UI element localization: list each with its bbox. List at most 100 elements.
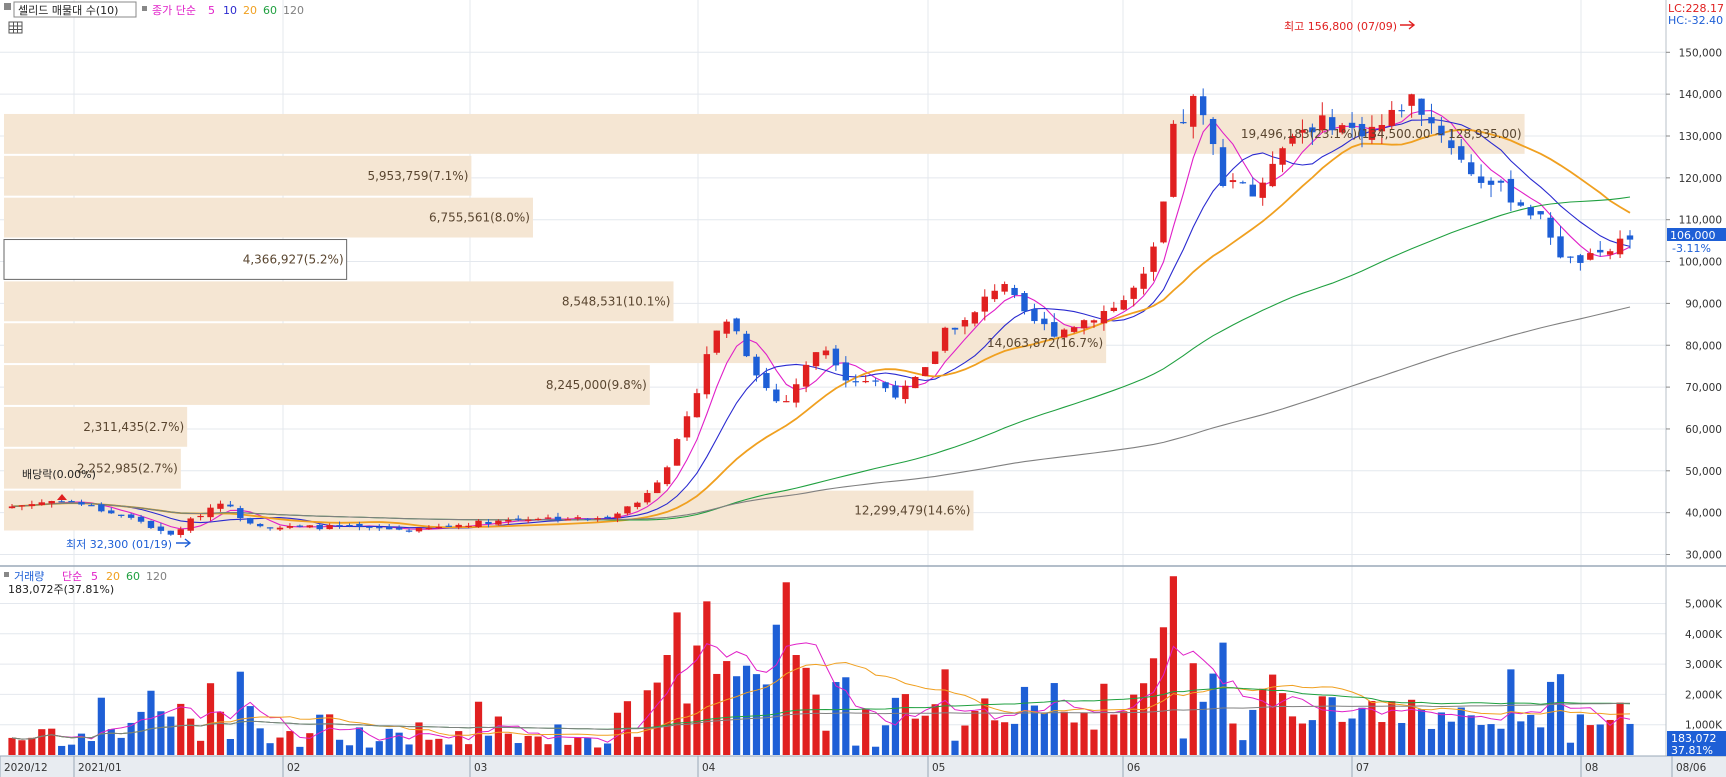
- profile-label: 19,496,183(23.1%)(134,500.00 ~ 128,935.0…: [1241, 127, 1522, 141]
- candle-body: [773, 389, 780, 402]
- ma5-label[interactable]: 5: [208, 4, 215, 17]
- volume-ma5-label[interactable]: 5: [91, 570, 98, 583]
- candle-body: [1487, 180, 1495, 185]
- volume-bar: [643, 690, 651, 755]
- grid-toggle-icon[interactable]: [8, 21, 23, 34]
- volume-bar: [1179, 738, 1187, 755]
- volume-bar: [405, 744, 413, 755]
- time-tick-label: 08/06: [1676, 762, 1707, 774]
- volume-bar: [326, 714, 334, 755]
- profile-bar: [4, 281, 674, 322]
- ma10-label[interactable]: 10: [223, 4, 237, 17]
- volume-bar: [1189, 663, 1197, 755]
- candle-body: [981, 296, 988, 312]
- candle-body: [1537, 211, 1544, 215]
- price-tick-label: 60,000: [1685, 424, 1722, 436]
- candle-body: [1587, 253, 1594, 260]
- candle-body: [98, 504, 105, 512]
- profile-labels: 12,299,479(14.6%) 2,252,985(2.7%) 2,311,43…: [77, 127, 1522, 518]
- volume-bar: [504, 733, 512, 755]
- candle-body: [445, 525, 452, 527]
- candle-body: [713, 330, 720, 353]
- volume-bar: [375, 741, 383, 755]
- candle-body: [733, 318, 740, 332]
- candle-body: [584, 518, 591, 520]
- volume-bar: [713, 673, 721, 755]
- candle-body: [286, 526, 294, 528]
- volume-bar: [663, 655, 671, 755]
- volume-bar: [1199, 701, 1207, 755]
- candle-body: [217, 503, 224, 509]
- candle-body: [663, 467, 671, 485]
- candle-body: [207, 507, 214, 518]
- profile-bar: [4, 365, 650, 405]
- candle-body: [1577, 255, 1584, 263]
- candle-body: [862, 380, 869, 383]
- candle-body: [1229, 180, 1237, 183]
- volume-bar: [752, 674, 761, 755]
- volume-bar: [822, 730, 830, 755]
- candle-body: [822, 350, 830, 356]
- indicator-label: 셀리드 매물대 수(10): [18, 4, 118, 17]
- volume-bar: [365, 747, 373, 755]
- volume-bar: [1229, 723, 1237, 755]
- candle-body: [544, 517, 552, 519]
- volume-bar: [117, 737, 125, 755]
- candle-body: [564, 519, 572, 521]
- volume-ma120-label[interactable]: 120: [146, 570, 167, 583]
- ma-title: 종가 단순: [152, 4, 196, 17]
- candle-body: [1100, 311, 1108, 324]
- candles: [8, 88, 1634, 538]
- volume-bar: [1020, 686, 1029, 755]
- candle-body: [961, 320, 969, 327]
- candle-body: [38, 502, 45, 506]
- indicator-box[interactable]: [13, 1, 137, 18]
- volume-bar: [266, 743, 274, 755]
- volume-moving-averages: [11, 642, 1631, 743]
- volume-bar: [276, 737, 284, 755]
- candle-body: [425, 527, 433, 530]
- volume-bar: [177, 703, 185, 755]
- volume-bar: [474, 701, 483, 755]
- volume-bar: [1517, 721, 1525, 755]
- candle-body: [1090, 320, 1098, 323]
- low-annotation: 최저 32,300 (01/19): [66, 538, 172, 551]
- time-tick-label: 06: [1127, 762, 1141, 774]
- volume-bar: [1149, 658, 1158, 755]
- volume-bar: [733, 676, 741, 755]
- volume-tick-label: 4,000K: [1685, 629, 1723, 641]
- ma120-label[interactable]: 120: [283, 4, 304, 17]
- candle-body: [922, 367, 929, 377]
- candle-body: [1190, 95, 1197, 127]
- last-price: 106,000: [1670, 229, 1716, 242]
- ma60-label[interactable]: 60: [263, 4, 277, 17]
- candle-body: [1329, 117, 1336, 131]
- volume-bar: [494, 716, 502, 755]
- volume-bar: [852, 745, 860, 755]
- volume-bar: [355, 727, 364, 755]
- volume-bar: [206, 683, 215, 755]
- ma20-label[interactable]: 20: [243, 4, 257, 17]
- profile-bar: [3, 239, 348, 280]
- volume-ma20-label[interactable]: 20: [106, 570, 120, 583]
- candle-body: [316, 525, 323, 530]
- volume-ma120-line: [11, 702, 1631, 740]
- volume-bar: [425, 739, 433, 755]
- volume-ma60-label[interactable]: 60: [126, 570, 140, 583]
- volume-bar: [1408, 699, 1416, 755]
- volume-bar: [256, 728, 264, 755]
- candle-body: [187, 518, 194, 531]
- volume-bar: [1537, 727, 1545, 755]
- candle-body: [306, 525, 313, 528]
- volume-bar: [1169, 576, 1177, 755]
- candle-body: [247, 518, 254, 524]
- candle-body: [624, 506, 631, 514]
- volume-marker-icon: [4, 572, 9, 577]
- candle-body: [614, 513, 621, 519]
- candle-body: [683, 416, 691, 438]
- candle-body: [1160, 201, 1167, 243]
- candle-body: [1338, 125, 1346, 133]
- candle-body: [276, 527, 284, 530]
- volume-bar: [1110, 714, 1118, 755]
